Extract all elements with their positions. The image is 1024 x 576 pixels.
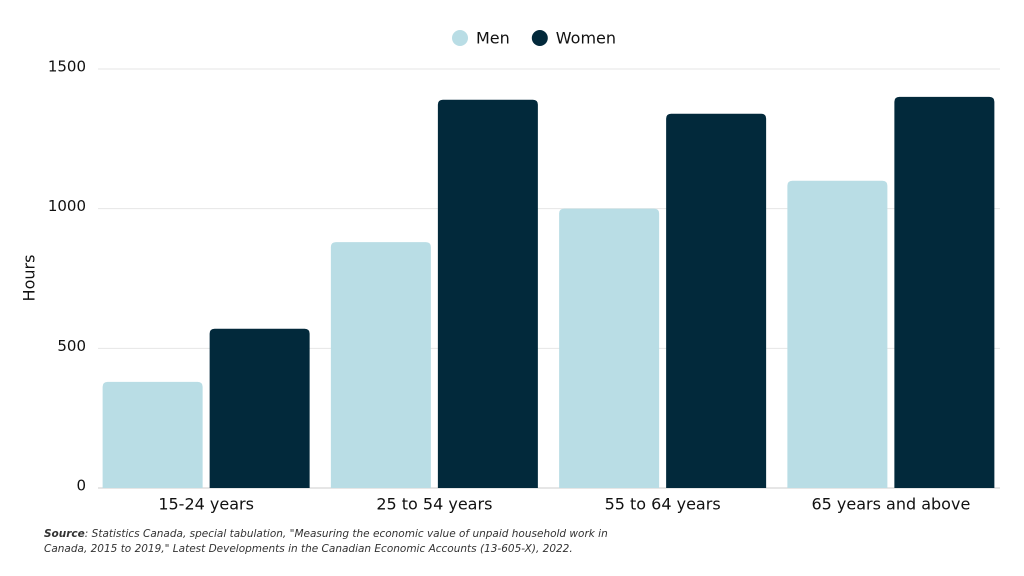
- bar: [666, 113, 767, 489]
- chart: Hours 0 500 1000 1500 Men Women 15-24 years 25 …: [20, 29, 1000, 514]
- bar: [102, 381, 203, 488]
- bar: [787, 180, 888, 488]
- x-tick-label: 55 to 64 years: [605, 495, 721, 514]
- source-label: Source: [44, 528, 85, 540]
- legend-label: Men: [476, 29, 510, 48]
- x-tick-label: 15-24 years: [158, 495, 254, 514]
- x-tick-label: 65 years and above: [811, 495, 970, 514]
- legend-label: Women: [556, 29, 616, 48]
- bar: [330, 242, 431, 488]
- bar: [437, 99, 538, 488]
- source-text: : Statistics Canada, special tabulation,…: [44, 528, 608, 555]
- bar: [559, 208, 660, 488]
- bar: [894, 96, 995, 488]
- source-note: Source: Statistics Canada, special tabul…: [44, 527, 644, 557]
- y-tick-label: 500: [57, 337, 86, 355]
- legend-swatch: [452, 30, 468, 46]
- x-tick-label: 25 to 54 years: [376, 495, 492, 514]
- y-tick-label: 1500: [48, 58, 86, 76]
- y-tick-label: 1000: [48, 197, 86, 215]
- bar: [209, 328, 310, 488]
- legend-swatch: [531, 30, 548, 46]
- y-axis-title: Hours: [20, 255, 39, 302]
- y-tick-label: 0: [76, 477, 86, 495]
